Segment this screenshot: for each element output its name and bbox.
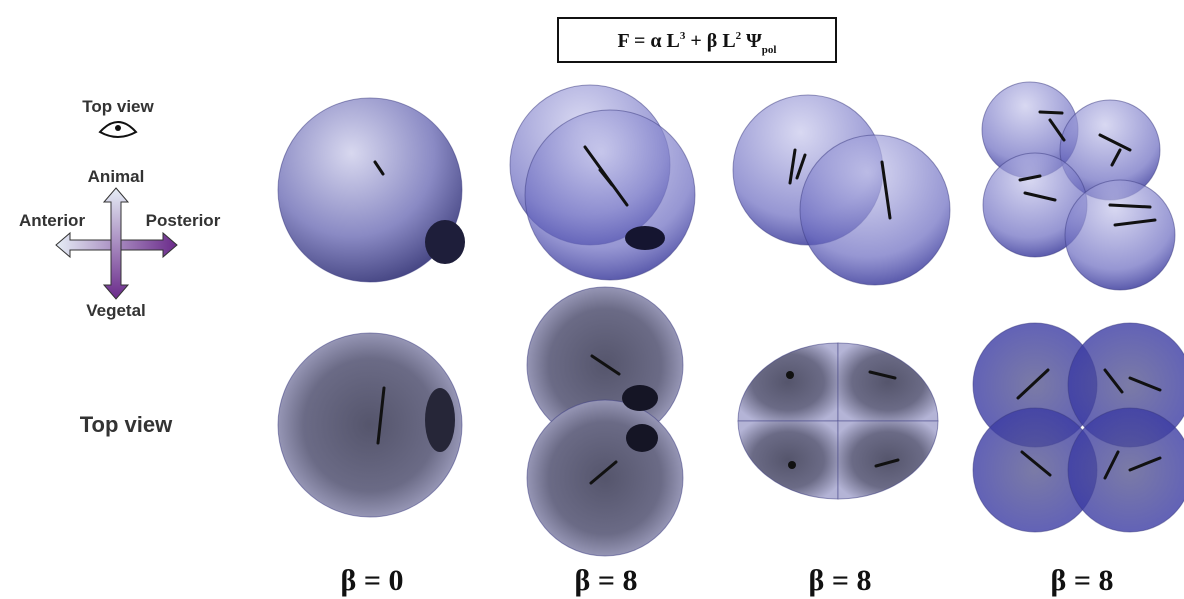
formula-sup: 2 (736, 30, 742, 42)
page: F = α L3 + β L2Ψpol Top view Animal Anter… (0, 0, 1184, 599)
anterior-label: Anterior (19, 211, 86, 230)
beta-label: β = 8 (809, 564, 872, 597)
embryo-3-top (738, 343, 938, 499)
animal-label: Animal (88, 167, 145, 186)
beta-label: β = 8 (1051, 564, 1114, 597)
formula-part: Ψ (746, 30, 762, 52)
formula-sup: 3 (680, 30, 686, 42)
embryo-2-side (510, 85, 695, 280)
beta-label: β = 8 (575, 564, 638, 597)
formula-part: F = α L (618, 30, 680, 52)
row-label: Top view (80, 412, 173, 437)
formula-part: + β L (690, 30, 735, 52)
embryo-4-side (982, 82, 1175, 290)
embryo-3-side (733, 95, 950, 285)
beta-label: β = 0 (341, 564, 404, 597)
embryo-4-top (973, 323, 1184, 532)
posterior-label: Posterior (146, 211, 221, 230)
embryo-1-side (278, 98, 465, 282)
embryo-1-top (278, 333, 462, 517)
vegetal-label: Vegetal (86, 301, 146, 320)
figure: F = α L3 + β L2Ψpol Top view Animal Anter… (0, 0, 1184, 599)
view-label: Top view (82, 97, 154, 116)
eye-pupil (115, 125, 121, 131)
formula-sub: pol (762, 44, 777, 56)
embryo-2-top (527, 287, 683, 556)
